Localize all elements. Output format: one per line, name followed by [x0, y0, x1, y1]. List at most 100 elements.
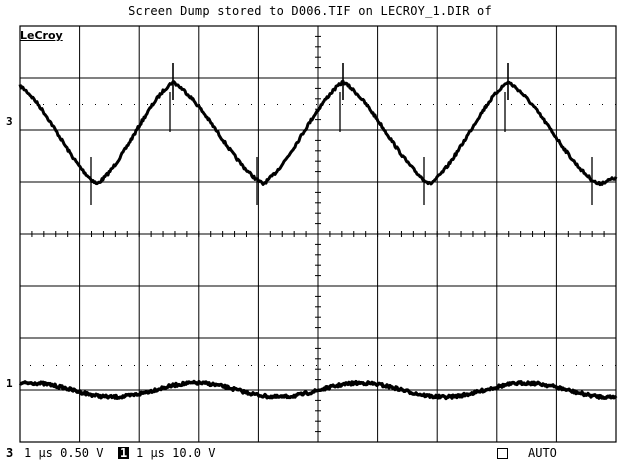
reference-dot [251, 104, 252, 105]
reference-dot [69, 104, 70, 105]
reference-dot [368, 104, 369, 105]
reference-dot [420, 365, 421, 366]
reference-dot [381, 104, 382, 105]
reference-dot [511, 104, 512, 105]
status-ch1-label: 1 [118, 446, 130, 460]
reference-dot [82, 365, 83, 366]
reference-dot [238, 365, 239, 366]
status-ch1-settings: 1 μs 10.0 V [136, 446, 216, 460]
reference-dot [30, 104, 31, 105]
reference-dot [82, 104, 83, 105]
reference-dot [485, 365, 486, 366]
reference-dot [368, 365, 369, 366]
reference-dot [498, 104, 499, 105]
reference-dot [316, 104, 317, 105]
reference-dot [43, 104, 44, 105]
reference-dot [355, 104, 356, 105]
reference-dot [329, 104, 330, 105]
reference-dot [563, 104, 564, 105]
reference-dot [212, 365, 213, 366]
graticule-grid [19, 25, 617, 443]
reference-dot [407, 365, 408, 366]
reference-dot [342, 365, 343, 366]
reference-dot [589, 365, 590, 366]
reference-dot [524, 104, 525, 105]
reference-dot [147, 365, 148, 366]
reference-dot [589, 104, 590, 105]
screen-title: Screen Dump stored to D006.TIF on LECROY… [128, 4, 492, 18]
reference-dot [277, 104, 278, 105]
reference-dot [30, 365, 31, 366]
reference-dot [238, 104, 239, 105]
graticule-dots [30, 104, 616, 366]
reference-dot [342, 104, 343, 105]
reference-dot [199, 104, 200, 105]
reference-dot [355, 365, 356, 366]
reference-dot [498, 365, 499, 366]
channel-1-marker: 1 [6, 377, 13, 390]
reference-dot [329, 365, 330, 366]
reference-dot [290, 104, 291, 105]
reference-dot [108, 365, 109, 366]
reference-dot [602, 104, 603, 105]
reference-dot [56, 104, 57, 105]
reference-dot [550, 365, 551, 366]
reference-dot [563, 365, 564, 366]
reference-dot [420, 104, 421, 105]
reference-dot [186, 365, 187, 366]
reference-dot [290, 365, 291, 366]
reference-dot [472, 365, 473, 366]
channel-3-spikes [90, 63, 593, 205]
reference-dot [264, 104, 265, 105]
reference-dot [576, 365, 577, 366]
reference-dot [147, 104, 148, 105]
reference-dot [56, 365, 57, 366]
reference-dot [121, 365, 122, 366]
reference-dot [446, 365, 447, 366]
reference-dot [550, 104, 551, 105]
reference-dot [602, 365, 603, 366]
reference-dot [537, 104, 538, 105]
reference-dot [576, 104, 577, 105]
reference-dot [524, 365, 525, 366]
reference-dot [303, 365, 304, 366]
trigger-mode: AUTO [528, 446, 557, 460]
reference-dot [95, 104, 96, 105]
status-ch3-label: 3 [6, 446, 14, 460]
channel-3-trace [18, 79, 618, 187]
reference-dot [433, 104, 434, 105]
reference-dot [108, 104, 109, 105]
reference-dot [251, 365, 252, 366]
reference-dot [173, 104, 174, 105]
reference-dot [212, 104, 213, 105]
reference-dot [121, 104, 122, 105]
reference-dot [43, 365, 44, 366]
reference-dot [173, 365, 174, 366]
reference-dot [394, 104, 395, 105]
reference-dot [394, 365, 395, 366]
reference-dot [277, 365, 278, 366]
status-ch3-settings: 1 μs 0.50 V [24, 446, 104, 460]
reference-dot [472, 104, 473, 105]
reference-dot [433, 365, 434, 366]
reference-dot [381, 365, 382, 366]
reference-dot [446, 104, 447, 105]
reference-dot [303, 104, 304, 105]
reference-dot [225, 104, 226, 105]
reference-dot [160, 365, 161, 366]
channel-3-marker: 3 [6, 115, 13, 128]
reference-dot [615, 365, 616, 366]
channel-1-trace [18, 379, 618, 401]
trigger-indicator-icon [497, 448, 508, 459]
reference-dot [95, 365, 96, 366]
lecroy-logo: LeCroy [20, 29, 63, 42]
reference-dot [316, 365, 317, 366]
reference-dot [459, 365, 460, 366]
reference-dot [69, 365, 70, 366]
reference-dot [511, 365, 512, 366]
reference-dot [537, 365, 538, 366]
reference-dot [160, 104, 161, 105]
reference-dot [199, 365, 200, 366]
reference-dot [485, 104, 486, 105]
